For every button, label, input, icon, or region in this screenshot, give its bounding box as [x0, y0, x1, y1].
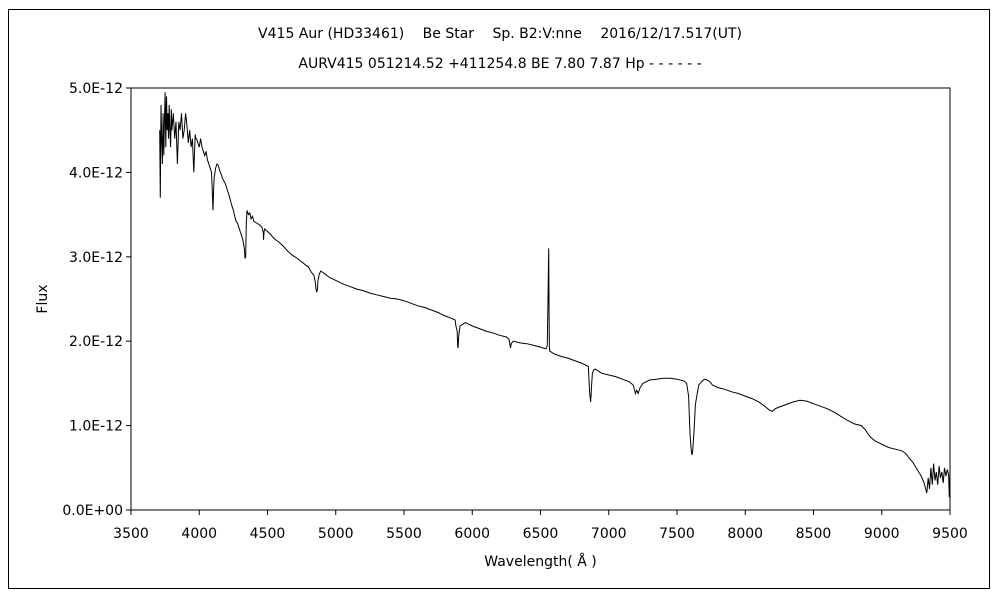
y-axis: 0.0E+00 1.0E-12 2.0E-12 3.0E-12 4.0E-12 5.0E-… — [62, 81, 131, 519]
x-tick-label: 7500 — [659, 526, 695, 542]
x-tick-label: 4000 — [181, 526, 217, 542]
y-tick-label: 5.0E-12 — [69, 81, 123, 97]
plot-area — [130, 87, 951, 511]
y-tick-label: 2.0E-12 — [69, 334, 123, 350]
x-axis: 3500 4000 4500 5000 5500 6000 6500 7000 7500 8000… — [113, 510, 968, 542]
x-tick-label: 6500 — [523, 526, 559, 542]
y-tick-label: 4.0E-12 — [69, 165, 123, 181]
x-tick-label: 4500 — [250, 526, 286, 542]
x-tick-label: 5500 — [386, 526, 422, 542]
y-tick-label: 3.0E-12 — [69, 250, 123, 266]
x-tick-label: 5000 — [318, 526, 354, 542]
y-tick-label: 0.0E+00 — [62, 503, 123, 519]
y-tick-label: 1.0E-12 — [69, 419, 123, 435]
x-tick-label: 9000 — [864, 526, 900, 542]
chart-title: V415 Aur (HD33461) Be Star Sp. B2:V:nne … — [258, 26, 742, 42]
x-tick-label: 8000 — [727, 526, 763, 542]
spectrum-line — [159, 92, 951, 498]
chart-subtitle: AURV415 051214.52 +411254.8 BE 7.80 7.87… — [298, 56, 701, 72]
x-tick-label: 8500 — [796, 526, 832, 542]
x-tick-label: 9500 — [932, 526, 968, 542]
x-tick-label: 6000 — [454, 526, 490, 542]
x-tick-label: 7000 — [591, 526, 627, 542]
y-axis-label: Flux — [35, 284, 51, 313]
x-axis-label: Wavelength( Å ) — [484, 553, 596, 570]
chart-frame — [8, 9, 990, 589]
x-tick-label: 3500 — [113, 526, 149, 542]
